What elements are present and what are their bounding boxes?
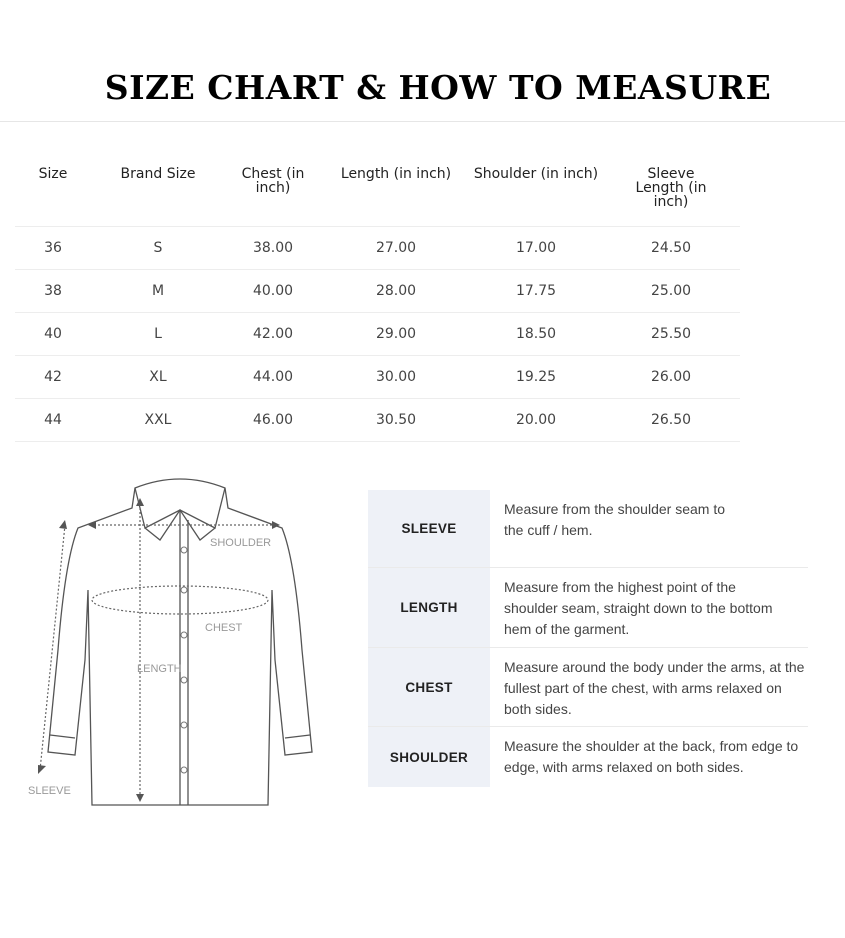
table-cell: 40 [44,326,62,342]
table-header: Size Brand Size Chest (in inch) Length (… [15,160,740,226]
measure-description: Measure from the highest point of the sh… [504,579,773,637]
shirt-measurement-diagram: SHOULDER CHEST LENGTH SLEEVE [28,478,313,806]
diagram-label-length: LENGTH [137,663,182,675]
table-cell: 46.00 [252,412,294,428]
title-divider [0,121,845,122]
header-length: Length (in inch) [340,166,452,182]
header-sleeve-length: Sleeve Length (in inch) [635,166,707,210]
table-row: 44 XXL 46.00 30.50 20.00 26.50 [15,398,740,442]
measure-description: Measure around the body under the arms, … [504,659,805,717]
table-cell: 25.50 [650,326,692,342]
measure-row-shoulder: SHOULDER Measure the shoulder at the bac… [368,727,828,787]
diagram-label-sleeve: SLEEVE [28,785,71,797]
table-cell: 26.50 [650,412,692,428]
table-cell: 40.00 [252,283,294,299]
how-to-measure-table: SLEEVE Measure from the shoulder seam to… [368,490,808,787]
header-shoulder: Shoulder (in inch) [473,166,599,182]
measure-key: CHEST [368,648,490,726]
table-cell: 26.00 [650,369,692,385]
table-cell: 25.00 [650,283,692,299]
measure-description: Measure the shoulder at the back, from e… [504,738,799,775]
table-cell: 17.75 [515,283,557,299]
table-cell: 42.00 [252,326,294,342]
diagram-label-chest: CHEST [205,622,243,634]
size-chart-table: Size Brand Size Chest (in inch) Length (… [15,160,740,442]
table-cell: 27.00 [375,240,417,256]
table-cell: 36 [44,240,62,256]
table-cell: 38 [44,283,62,299]
header-size: Size [38,166,68,182]
header-brand-size: Brand Size [120,166,196,182]
table-cell: 38.00 [252,240,294,256]
table-row: 42 XL 44.00 30.00 19.25 26.00 [15,355,740,398]
table-cell: 19.25 [515,369,557,385]
measure-key: SLEEVE [368,490,490,567]
table-cell: 44 [44,412,62,428]
page-title: SIZE CHART & HOW TO MEASURE [104,68,772,107]
measure-key: SHOULDER [368,727,490,787]
table-cell: 24.50 [650,240,692,256]
table-cell: 18.50 [515,326,557,342]
header-chest: Chest (in inch) [241,166,305,196]
table-cell: 29.00 [375,326,417,342]
table-row: 36 S 38.00 27.00 17.00 24.50 [15,226,740,269]
table-cell: 20.00 [515,412,557,428]
table-cell: XXL [144,412,172,428]
table-cell: 30.00 [375,369,417,385]
measure-row-length: LENGTH Measure from the highest point of… [368,568,808,648]
table-cell: XL [149,369,167,385]
table-cell: 17.00 [515,240,557,256]
table-cell: 28.00 [375,283,417,299]
measure-row-sleeve: SLEEVE Measure from the shoulder seam to… [368,490,808,568]
table-cell: 44.00 [252,369,294,385]
table-cell: 42 [44,369,62,385]
table-cell: 30.50 [375,412,417,428]
table-cell: S [153,240,163,256]
diagram-label-shoulder: SHOULDER [210,537,271,549]
table-row: 38 M 40.00 28.00 17.75 25.00 [15,269,740,312]
measure-description: Measure from the shoulder seam to the cu… [504,501,725,538]
table-cell: L [154,326,162,342]
measure-row-chest: CHEST Measure around the body under the … [368,648,808,727]
table-cell: M [151,283,165,299]
measure-key: LENGTH [368,568,490,647]
table-row: 40 L 42.00 29.00 18.50 25.50 [15,312,740,355]
